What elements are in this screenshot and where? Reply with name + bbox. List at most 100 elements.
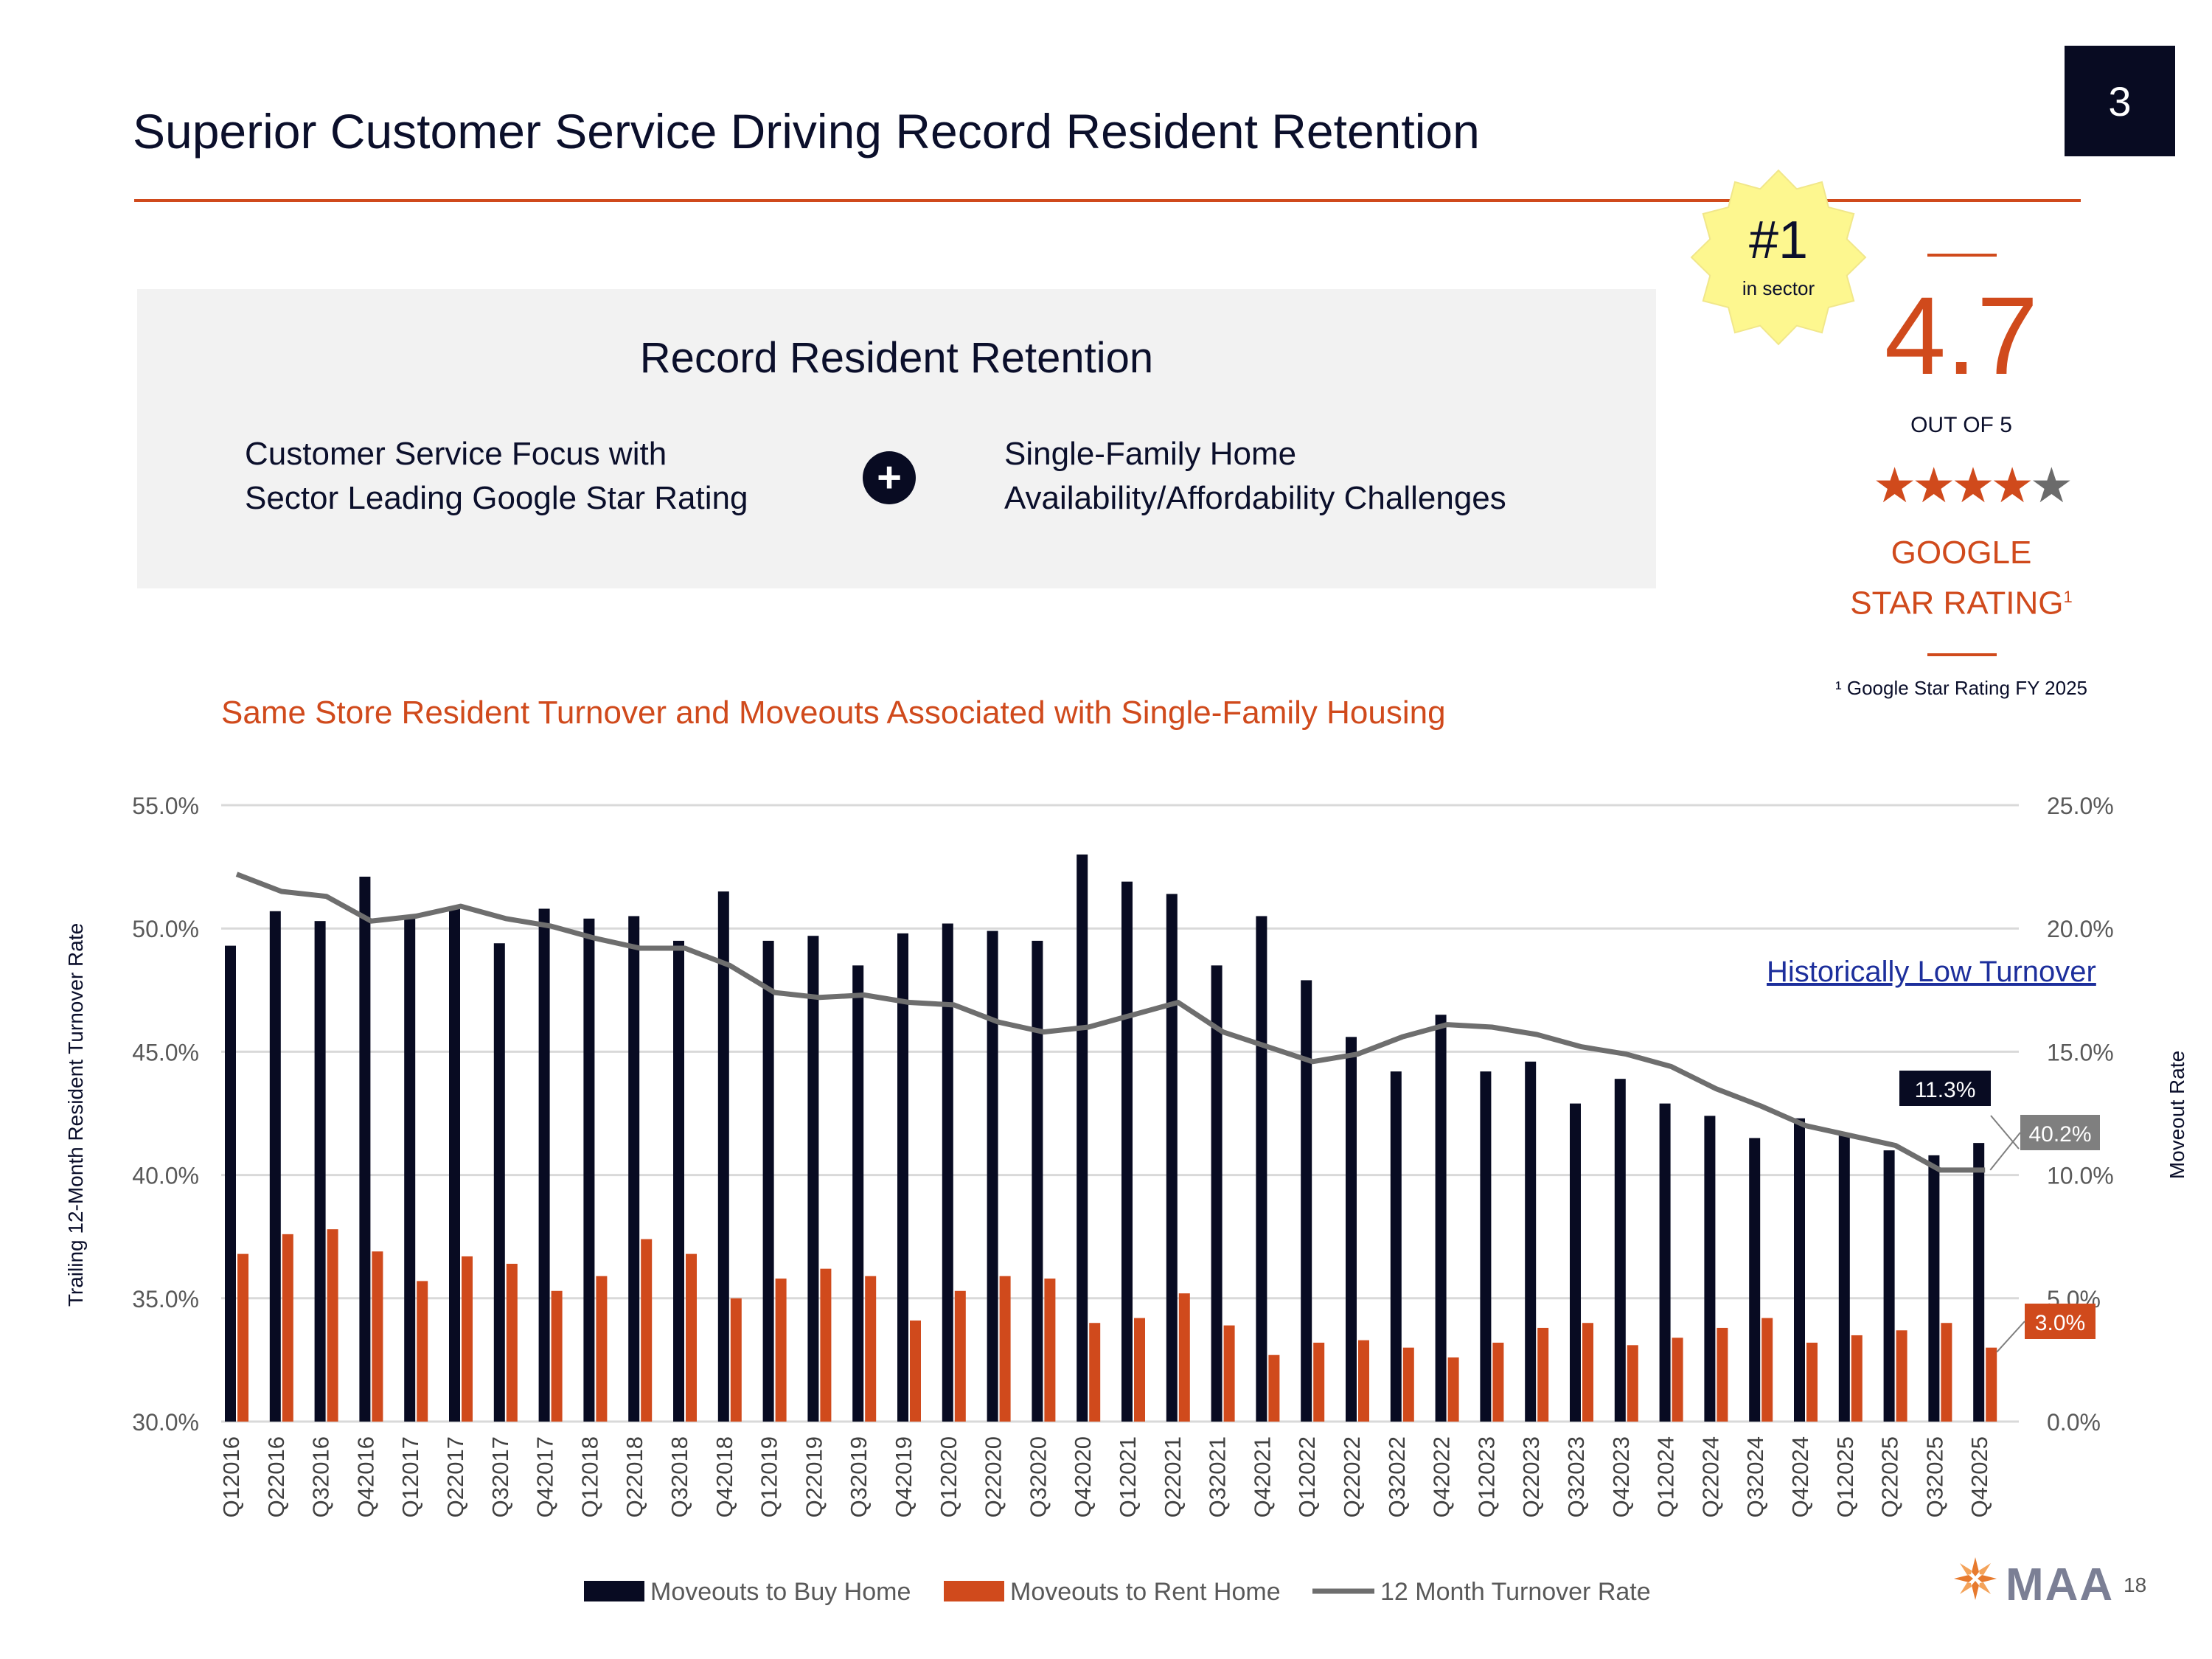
x-tick-label: Q32023	[1563, 1436, 1589, 1517]
bar-moveouts-rent	[1761, 1318, 1773, 1422]
right-axis-title: Moveout Rate	[2166, 1051, 2188, 1179]
rank-badge: #1 in sector	[1686, 211, 1871, 300]
x-tick-label: Q32019	[846, 1436, 872, 1517]
panel-title: Record Resident Retention	[639, 334, 1154, 382]
callout-turnover-value: 40.2%	[2028, 1122, 2091, 1147]
callout-turnover-leader	[1990, 1115, 2020, 1150]
legend-label-turnover: 12 Month Turnover Rate	[1380, 1578, 1651, 1606]
legend-swatch-rent	[944, 1581, 1004, 1601]
rating-label-line1: GOOGLE	[1891, 535, 2032, 571]
x-tick-label: Q12023	[1473, 1436, 1499, 1517]
left-tick-label: 40.0%	[132, 1163, 199, 1189]
bar-moveouts-rent	[820, 1268, 832, 1422]
x-tick-label: Q22019	[801, 1436, 827, 1517]
bar-moveouts-buy	[538, 908, 550, 1422]
x-tick-label: Q42025	[1966, 1436, 1992, 1517]
x-tick-label: Q32025	[1921, 1436, 1947, 1517]
x-tick-label: Q22022	[1339, 1436, 1365, 1517]
bar-moveouts-rent	[1044, 1279, 1056, 1422]
bar-moveouts-buy	[404, 916, 416, 1422]
bar-moveouts-buy	[1480, 1071, 1492, 1422]
bar-moveouts-buy	[1928, 1155, 1940, 1422]
bar-moveouts-buy	[1749, 1138, 1761, 1422]
rating-superscript: 1	[2063, 588, 2073, 606]
callout-buy-value: 11.3%	[1915, 1078, 1976, 1102]
bar-moveouts-buy	[1973, 1143, 1985, 1422]
bar-moveouts-rent	[1223, 1325, 1235, 1422]
bar-moveouts-rent	[686, 1253, 697, 1422]
legend-label-rent: Moveouts to Rent Home	[1010, 1578, 1281, 1606]
bar-moveouts-rent	[1537, 1327, 1549, 1422]
x-tick-label: Q32020	[1025, 1436, 1051, 1517]
x-tick-label: Q32016	[308, 1436, 334, 1517]
rating-top-dash	[1927, 254, 1997, 257]
bar-moveouts-rent	[1089, 1323, 1101, 1422]
bar-moveouts-buy	[942, 923, 953, 1422]
bar-moveouts-rent	[999, 1276, 1011, 1422]
bar-moveouts-buy	[852, 965, 864, 1422]
right-tick-label: 20.0%	[2047, 916, 2114, 942]
retention-panel: Record Resident Retention Customer Servi…	[137, 289, 1656, 588]
star-icon: ★	[1873, 458, 1916, 512]
x-tick-label: Q22017	[442, 1436, 468, 1517]
bar-moveouts-buy	[1211, 965, 1222, 1422]
bar-moveouts-buy	[1704, 1116, 1716, 1422]
x-tick-label: Q32021	[1205, 1436, 1231, 1517]
x-tick-label: Q12018	[577, 1436, 602, 1517]
bar-moveouts-buy	[359, 876, 371, 1422]
callout-buy-box	[1899, 1071, 1991, 1106]
page-number: 18	[2124, 1573, 2147, 1596]
bar-moveouts-rent	[1134, 1318, 1145, 1422]
bar-moveouts-buy	[1570, 1103, 1581, 1422]
star-icon: ★	[1912, 458, 1955, 512]
bar-moveouts-rent	[1627, 1345, 1638, 1422]
x-tick-label: Q22020	[981, 1436, 1006, 1517]
bar-moveouts-buy	[269, 911, 281, 1422]
bar-moveouts-buy	[1121, 881, 1133, 1422]
x-tick-label: Q22016	[263, 1436, 289, 1517]
bar-moveouts-buy	[1390, 1071, 1402, 1422]
panel-right-line1: Single-Family Home	[1004, 436, 1297, 472]
bar-moveouts-buy	[673, 940, 684, 1422]
x-tick-label: Q12025	[1832, 1436, 1858, 1517]
rating-footnote: ¹ Google Star Rating FY 2025	[1834, 677, 2088, 699]
bar-moveouts-rent	[730, 1298, 742, 1422]
bar-moveouts-rent	[1806, 1342, 1818, 1422]
left-axis-title: Trailing 12-Month Resident Turnover Rate	[64, 923, 87, 1307]
right-tick-label: 0.0%	[2047, 1409, 2101, 1436]
bar-moveouts-rent	[1582, 1323, 1593, 1422]
left-tick-label: 30.0%	[132, 1409, 199, 1436]
callout-rent-pointer	[1996, 1321, 2025, 1353]
rank-label: in sector	[1742, 277, 1815, 299]
bar-moveouts-buy	[1883, 1150, 1895, 1422]
star-rating: ★★★★★	[1873, 457, 2073, 514]
x-tick-label: Q42022	[1429, 1436, 1455, 1517]
star-icon: ★	[1990, 458, 2034, 512]
x-tick-label: Q32022	[1384, 1436, 1410, 1517]
left-tick-label: 50.0%	[132, 916, 199, 942]
x-tick-label: Q42016	[352, 1436, 378, 1517]
bar-moveouts-rent	[1402, 1347, 1414, 1422]
rank-number: #1	[1748, 211, 1809, 270]
x-tick-label: Q12021	[1115, 1436, 1141, 1517]
rating-value: 4.7	[1884, 274, 2039, 397]
x-tick-label: Q22018	[622, 1436, 647, 1517]
historically-low-turnover-link[interactable]: Historically Low Turnover	[1767, 956, 2096, 988]
callout-turnover-pointer	[1989, 1132, 2021, 1171]
bar-moveouts-rent	[1672, 1338, 1683, 1422]
bar-moveouts-buy	[1346, 1037, 1357, 1422]
x-tick-label: Q42019	[891, 1436, 917, 1517]
bar-moveouts-rent	[910, 1320, 921, 1422]
x-tick-label: Q12019	[757, 1436, 782, 1517]
x-tick-label: Q22025	[1877, 1436, 1903, 1517]
starburst-badge-icon	[1690, 169, 1867, 346]
bar-moveouts-rent	[1717, 1327, 1728, 1422]
bar-moveouts-buy	[987, 931, 998, 1422]
bar-moveouts-rent	[327, 1229, 338, 1422]
section-number-box: 3	[2065, 46, 2175, 156]
bar-moveouts-buy	[1838, 1133, 1850, 1422]
left-tick-label: 35.0%	[132, 1286, 199, 1312]
bar-moveouts-rent	[1941, 1323, 1952, 1422]
bar-moveouts-buy	[628, 916, 640, 1422]
